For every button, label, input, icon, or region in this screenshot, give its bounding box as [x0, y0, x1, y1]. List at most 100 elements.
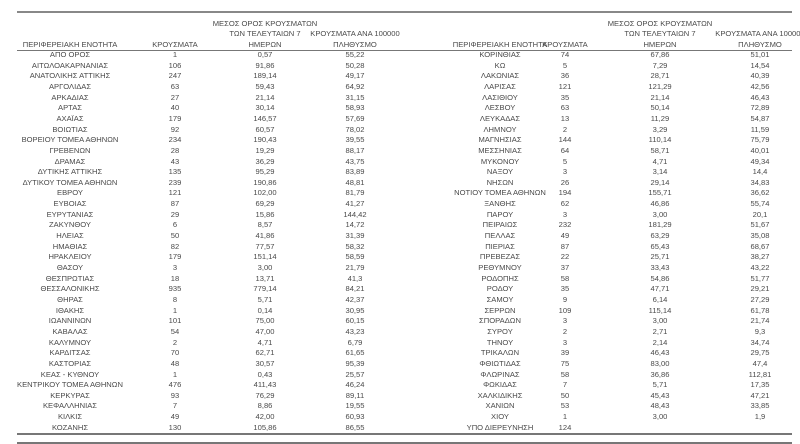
cases-cell: 27	[170, 92, 180, 102]
region-cell: ΔΡΑΜΑΣ	[54, 156, 86, 166]
per100k-cell: 75,79	[750, 135, 770, 145]
cases-cell: 234	[168, 135, 182, 145]
header-cases: ΚΡΟΥΣΜΑΤΑ	[542, 39, 588, 49]
avg7-cell: 91,86	[255, 60, 275, 70]
per100k-cell: 34,83	[750, 177, 770, 187]
region-cell: ΖΑΚΥΝΘΟΥ	[49, 220, 91, 230]
per100k-cell: 1,9	[754, 412, 766, 422]
avg7-cell: 60,57	[255, 124, 275, 134]
avg7-cell: 110,14	[648, 135, 672, 145]
region-cell: ΧΑΛΚΙΔΙΚΗΣ	[477, 390, 523, 400]
cases-cell: 179	[168, 252, 182, 262]
avg7-cell: 411,43	[253, 380, 277, 390]
region-cell: ΚΑΛΥΜΝΟΥ	[48, 337, 92, 347]
cases-cell: 135	[168, 167, 182, 177]
per100k-cell: 47,4	[752, 358, 768, 368]
cases-cell: 92	[170, 124, 180, 134]
table-row: ΚΑΛΥΜΝΟΥ 2 4,71 6,79	[0, 338, 400, 349]
cases-cell: 13	[560, 113, 570, 123]
cases-cell: 7	[562, 380, 568, 390]
per100k-cell: 112,81	[748, 369, 772, 379]
region-cell: ΚΕΦΑΛΛΗΝΙΑΣ	[42, 401, 98, 411]
avg7-cell: 5,71	[652, 380, 668, 390]
per100k-cell: 57,69	[345, 113, 365, 123]
region-cell: ΑΡΓΟΛΙΔΑΣ	[48, 81, 92, 91]
table-row: ΚΑΡΔΙΤΣΑΣ 70 62,71 61,65	[0, 348, 400, 359]
region-cell: ΗΜΑΘΙΑΣ	[52, 241, 88, 251]
table-row: ΠΙΕΡΙΑΣ 87 65,43 68,67	[400, 242, 800, 253]
cases-cell: 54	[170, 326, 180, 336]
per100k-cell: 49,17	[345, 71, 365, 81]
region-cell: ΣΑΜΟΥ	[486, 294, 514, 304]
per100k-cell: 58,32	[345, 241, 365, 251]
per100k-cell: 21,74	[750, 316, 770, 326]
cases-cell: 232	[558, 220, 572, 230]
table-row: ΡΕΘΥΜΝΟΥ 37 33,43 43,22	[400, 263, 800, 274]
table-row: ΧΙΟΥ 1 3,00 1,9	[400, 412, 800, 423]
per100k-cell: 27,29	[750, 294, 770, 304]
table-row: ΚΩ 5 7,29 14,54	[400, 61, 800, 72]
cases-cell: 63	[560, 103, 570, 113]
table-row: ΜΑΓΝΗΣΙΑΣ 144 110,14 75,79	[400, 135, 800, 146]
avg7-cell: 58,71	[650, 145, 670, 155]
avg7-cell: 62,71	[255, 348, 275, 358]
cases-cell: 3	[172, 263, 178, 272]
avg7-cell: 11,29	[650, 113, 670, 123]
region-cell: ΠΡΕΒΕΖΑΣ	[479, 252, 521, 262]
avg7-cell: 190,86	[253, 177, 277, 187]
region-cell: ΧΙΟΥ	[491, 412, 509, 422]
cases-cell: 144	[558, 135, 572, 145]
avg7-cell: 47,00	[255, 326, 275, 336]
cases-cell: 35	[560, 92, 570, 102]
table-row: ΑΝΑΤΟΛΙΚΗΣ ΑΤΤΙΚΗΣ 247 189,14 49,17	[0, 71, 400, 82]
avg7-cell: 30,57	[255, 358, 275, 368]
table-row: ΧΑΛΚΙΔΙΚΗΣ 50 45,43 47,21	[400, 391, 800, 402]
avg7-cell: 190,43	[253, 135, 277, 145]
cases-cell: 109	[558, 305, 572, 315]
cases-cell: 1	[172, 305, 178, 315]
cases-cell: 28	[170, 145, 180, 155]
avg7-cell: 63,29	[650, 231, 670, 241]
cases-cell: 58	[560, 273, 570, 283]
per100k-cell: 41,27	[345, 199, 365, 209]
region-cell: ΚΑΣΤΟΡΙΑΣ	[48, 358, 92, 368]
table-row: ΘΑΣΟΥ 3 3,00 21,79	[0, 263, 400, 274]
region-cell: ΑΙΤΩΛΟΑΚΑΡΝΑΝΙΑΣ	[31, 60, 109, 70]
table-row: ΑΡΤΑΣ 40 30,14 58,93	[0, 103, 400, 114]
region-cell: ΚΟΖΑΝΗΣ	[51, 422, 89, 432]
per100k-cell: 84,21	[345, 284, 365, 294]
region-cell: ΤΡΙΚΑΛΩΝ	[480, 348, 520, 358]
region-cell: ΝΑΞΟΥ	[486, 167, 514, 177]
per100k-cell: 78,02	[345, 124, 365, 134]
table-row: ΛΑΚΩΝΙΑΣ 36 28,71 40,39	[400, 71, 800, 82]
table-row: ΒΟΙΩΤΙΑΣ 92 60,57 78,02	[0, 125, 400, 136]
region-cell: ΣΠΟΡΑΔΩΝ	[479, 316, 521, 326]
avg7-cell: 75,00	[255, 316, 275, 326]
region-cell: ΒΟΙΩΤΙΑΣ	[52, 124, 88, 134]
table-row: ΕΥΡΥΤΑΝΙΑΣ 29 15,86 144,42	[0, 210, 400, 221]
table-row: ΣΕΡΡΩΝ 109 115,14 61,78	[400, 306, 800, 317]
per100k-cell: 34,74	[750, 337, 770, 347]
cases-cell: 2	[562, 326, 568, 336]
cases-cell: 48	[170, 358, 180, 368]
cases-cell: 1	[172, 50, 178, 59]
avg7-cell: 46,43	[650, 348, 670, 358]
table-row: ΗΡΑΚΛΕΙΟΥ 179 151,14 58,59	[0, 252, 400, 263]
region-cell: ΜΕΣΣΗΝΙΑΣ	[478, 145, 522, 155]
region-cell: ΘΕΣΠΡΩΤΙΑΣ	[45, 273, 95, 283]
region-cell: ΠΕΛΛΑΣ	[484, 231, 516, 241]
per100k-cell: 14,72	[345, 220, 365, 230]
table-row: ΞΑΝΘΗΣ 62 46,86 55,74	[400, 199, 800, 210]
cases-cell: 3	[562, 337, 568, 347]
region-cell: ΥΠΟ ΔΙΕΡΕΥΝΗΣΗ	[466, 422, 534, 432]
region-cell: ΡΕΘΥΜΝΟΥ	[478, 263, 522, 272]
per100k-cell: 14,4	[752, 167, 768, 177]
region-cell: ΠΙΕΡΙΑΣ	[485, 241, 515, 251]
table-row: ΥΠΟ ΔΙΕΡΕΥΝΗΣΗ 124	[400, 423, 800, 434]
per100k-cell: 51,01	[750, 50, 770, 59]
per100k-cell: 55,74	[750, 199, 770, 209]
avg7-cell: 13,71	[255, 273, 275, 283]
region-cell: ΘΕΣΣΑΛΟΝΙΚΗΣ	[40, 284, 100, 294]
per100k-cell: 31,15	[345, 92, 365, 102]
avg7-cell: 95,29	[255, 167, 275, 177]
